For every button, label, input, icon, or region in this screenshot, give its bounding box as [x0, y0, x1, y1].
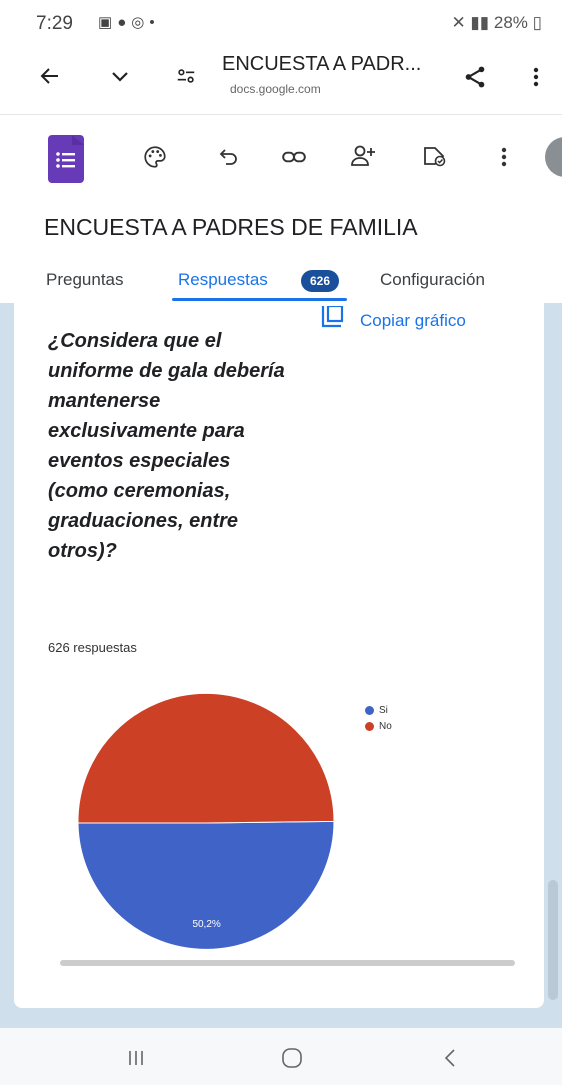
add-person-icon[interactable]: [345, 138, 381, 174]
status-right: ✕ ▮▮ 28% ▯: [451, 13, 542, 33]
more-vert-icon[interactable]: [492, 140, 516, 174]
battery-level: 28%: [493, 13, 528, 32]
url-domain[interactable]: docs.google.com: [230, 82, 321, 96]
preview-icon[interactable]: [417, 138, 453, 174]
chevron-down-icon[interactable]: [104, 60, 136, 92]
avatar[interactable]: [545, 137, 562, 177]
undo-icon[interactable]: [212, 140, 246, 174]
battery-icon: ▯: [532, 13, 542, 32]
responses-badge: 626: [301, 270, 339, 292]
tab-respuestas[interactable]: Respuestas: [178, 270, 268, 289]
palette-icon[interactable]: [138, 140, 172, 174]
status-bar: 7:29 ▣●◎• ✕ ▮▮ 28% ▯: [0, 0, 562, 42]
pie-slice-no: [77, 692, 335, 824]
recent-apps-icon[interactable]: [106, 1038, 166, 1078]
legend-dot-no: [365, 722, 374, 731]
tab-preguntas[interactable]: Preguntas: [46, 270, 124, 289]
status-time: 7:29: [36, 13, 73, 34]
scrollbar[interactable]: [548, 880, 558, 1000]
mute-icon: ✕: [451, 13, 466, 32]
instagram-icon: ◎: [131, 14, 150, 31]
legend-dot-si: [365, 706, 374, 715]
response-count: 626 respuestas: [48, 640, 137, 655]
legend-item-si: Si: [365, 705, 392, 716]
horizontal-scrollbar[interactable]: [60, 960, 515, 966]
more-vert-icon[interactable]: [522, 60, 550, 94]
signal-icon: ▮▮: [470, 13, 490, 32]
pie-slice-si: [77, 820, 335, 950]
legend-label-si: Si: [379, 705, 388, 716]
url-title[interactable]: ENCUESTA A PADR...: [222, 53, 422, 75]
home-icon[interactable]: [262, 1038, 322, 1078]
dot-icon: •: [149, 14, 160, 31]
copy-chart-button[interactable]: Copiar gráfico: [320, 304, 466, 335]
tab-configuracion[interactable]: Configuración: [380, 270, 485, 289]
gallery-icon: ▣: [98, 14, 118, 31]
back-icon[interactable]: [420, 1038, 480, 1078]
facebook-icon: ●: [117, 14, 132, 31]
question-title: ¿Considera que el uniforme de gala deber…: [48, 330, 285, 562]
legend-item-no: No: [365, 721, 392, 732]
divider: [0, 114, 562, 115]
legend-label-no: No: [379, 721, 392, 732]
copy-icon: [320, 304, 346, 335]
chart-legend: Si No: [365, 705, 392, 737]
back-arrow-icon[interactable]: [34, 60, 66, 92]
link-icon[interactable]: [277, 140, 311, 174]
form-title: ENCUESTA A PADRES DE FAMILIA: [44, 214, 418, 240]
navigation-bar: [0, 1028, 562, 1085]
copy-chart-label: Copiar gráfico: [360, 310, 466, 330]
share-icon[interactable]: [458, 60, 492, 94]
pie-chart: 49,8%50,2%: [77, 692, 335, 950]
notification-icons: ▣●◎•: [98, 13, 160, 31]
site-settings-icon[interactable]: [170, 60, 202, 92]
pie-label-no: 50,2%: [192, 919, 220, 930]
active-tab-indicator: [172, 298, 347, 301]
google-forms-icon[interactable]: [44, 133, 88, 185]
